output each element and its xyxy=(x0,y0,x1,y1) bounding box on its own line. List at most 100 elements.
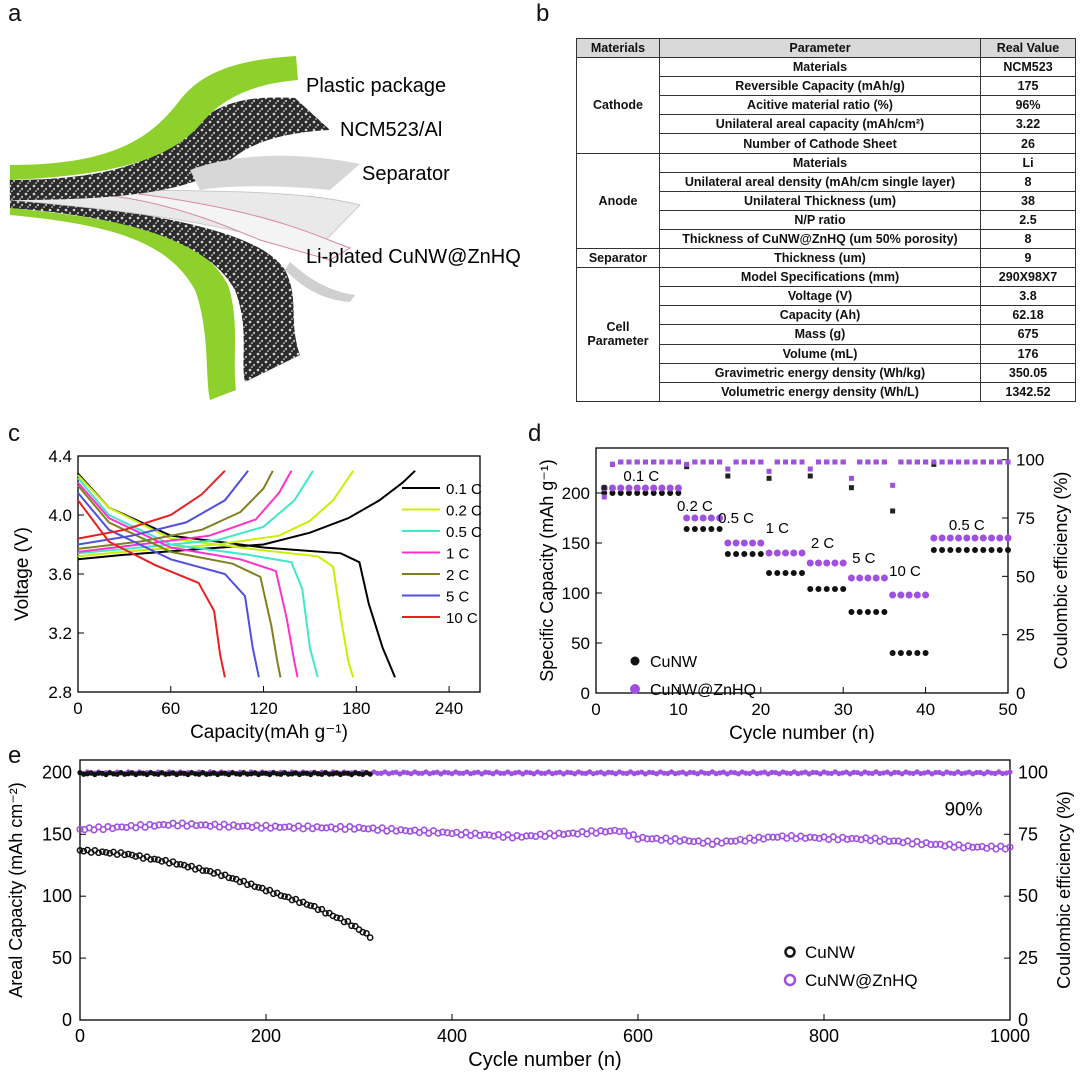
y-tick-label: 200 xyxy=(42,762,72,782)
znhq-ce-point xyxy=(1007,769,1013,775)
znhq-capacity-point xyxy=(160,821,168,829)
cunw-ce-point xyxy=(177,770,184,776)
legend-label: CuNW@ZnHQ xyxy=(805,971,918,990)
legend-marker-znhq xyxy=(630,684,640,694)
x-tick-label: 0 xyxy=(591,700,600,719)
parameter-cell: Voltage (V) xyxy=(659,286,981,307)
znhq-capacity-point xyxy=(239,822,247,830)
znhq-ce-point xyxy=(815,459,821,465)
znhq-capacity-point xyxy=(364,825,372,833)
znhq-ce-point xyxy=(415,770,422,776)
y2-tick-label: 100 xyxy=(1018,762,1048,782)
charge-curve-05C xyxy=(77,470,314,555)
value-cell: NCM523 xyxy=(980,57,1076,78)
znhq-ce-point xyxy=(702,770,708,776)
znhq-capacity-point xyxy=(806,559,814,567)
znhq-ce-point xyxy=(972,459,978,465)
znhq-capacity-point xyxy=(905,591,913,599)
znhq-capacity-point xyxy=(971,534,979,542)
znhq-capacity-point xyxy=(790,549,798,557)
discharge-curve-02C xyxy=(77,474,355,678)
cell-specification-table: Materials Parameter Real Value Cathode Ma… xyxy=(576,37,1076,402)
cunw-capacity-point xyxy=(972,547,979,553)
table-row: Separator Thickness (um) 9 xyxy=(576,248,1076,269)
znhq-ce-point xyxy=(538,770,544,776)
cunw-capacity-point xyxy=(757,551,764,557)
cunw-capacity-point xyxy=(76,847,84,854)
legend-marker-cunw xyxy=(630,656,640,666)
znhq-ce-point xyxy=(939,459,945,465)
znhq-capacity-point xyxy=(476,831,484,840)
znhq-ce-point xyxy=(933,769,939,776)
znhq-ce-point xyxy=(956,459,962,465)
cunw-capacity-point xyxy=(650,490,657,496)
znhq-ce-point xyxy=(741,459,747,465)
cunw-capacity-point xyxy=(281,893,288,900)
znhq-capacity-point xyxy=(650,484,658,492)
x-tick-label: 400 xyxy=(437,1026,467,1046)
znhq-ce-point xyxy=(769,769,775,775)
znhq-ce-point xyxy=(708,459,714,465)
cunw-capacity-point xyxy=(914,650,921,656)
value-cell: 290X98X7 xyxy=(980,267,1076,288)
cunw-ce-point xyxy=(601,485,607,491)
value-cell: 176 xyxy=(980,343,1076,364)
cunw-ce-point xyxy=(96,770,102,776)
spec-table: Materials Parameter Real Value Cathode Ma… xyxy=(576,37,1076,402)
rate-label: 10 C xyxy=(889,563,921,580)
znhq-capacity-point xyxy=(806,833,814,841)
znhq-ce-point xyxy=(733,459,739,465)
cunw-capacity-point xyxy=(691,526,698,532)
cunw-capacity-point xyxy=(98,848,106,856)
znhq-ce-point xyxy=(661,770,667,776)
cunw-capacity-point xyxy=(255,884,262,891)
znhq-capacity-point xyxy=(601,828,610,836)
y-tick-label: 2.8 xyxy=(48,683,72,702)
znhq-ce-point xyxy=(914,459,920,465)
bottom-package-layer xyxy=(10,208,236,400)
x-tick-label: 0 xyxy=(73,699,82,718)
x-tick-label: 20 xyxy=(751,700,770,719)
bottom-electrode-layer xyxy=(10,198,300,382)
znhq-capacity-point xyxy=(690,837,698,846)
x-axis-title: Cycle number (n) xyxy=(729,723,875,744)
znhq-capacity-point xyxy=(633,484,641,492)
chart-e-long-cycling: 0 200 400 600 800 10000501001502000255075100C… xyxy=(6,759,1074,1071)
znhq-ce-point xyxy=(626,459,632,465)
znhq-ce-point xyxy=(832,459,838,465)
znhq-capacity-point xyxy=(749,539,757,547)
cunw-capacity-point xyxy=(617,490,624,496)
cunw-capacity-point xyxy=(700,526,707,532)
znhq-ce-point xyxy=(766,468,772,474)
pouch-cell-schematic: Plastic package NCM523/Al Separator Li-p… xyxy=(9,56,521,400)
cunw-capacity-point xyxy=(340,918,348,926)
cunw-capacity-point xyxy=(922,650,929,656)
cunw-capacity-point xyxy=(774,570,781,576)
parameter-cell: N/P ratio xyxy=(659,209,981,230)
y-tick-label: 100 xyxy=(42,886,72,906)
cunw-capacity-point xyxy=(724,551,731,557)
znhq-capacity-point xyxy=(724,539,732,547)
cunw-capacity-point xyxy=(864,609,871,615)
znhq-ce-point xyxy=(824,459,830,465)
cunw-capacity-point xyxy=(210,870,218,877)
znhq-capacity-point xyxy=(769,833,777,841)
znhq-ce-point xyxy=(579,770,585,776)
cunw-capacity-point xyxy=(151,855,158,863)
group-cell: Anode xyxy=(576,152,660,250)
znhq-ce-point xyxy=(675,459,681,465)
y2-tick-label: 0 xyxy=(1018,1010,1028,1030)
znhq-capacity-point xyxy=(764,833,772,841)
parameter-cell: Thickness (um) xyxy=(659,248,981,269)
znhq-capacity-point xyxy=(727,837,735,845)
y-tick-label: 4.4 xyxy=(48,447,72,466)
y-tick-label: 200 xyxy=(562,484,590,503)
znhq-ce-point xyxy=(825,770,831,776)
cunw-capacity-point xyxy=(716,526,723,532)
charge-curve-5C xyxy=(77,470,249,546)
parameter-cell: Gravimetric energy density (Wh/kg) xyxy=(659,362,981,383)
znhq-capacity-point xyxy=(823,559,831,567)
y-axis-title: Voltage (V) xyxy=(12,527,33,621)
znhq-ce-point xyxy=(667,459,673,465)
cunw-ce-point xyxy=(326,771,332,777)
